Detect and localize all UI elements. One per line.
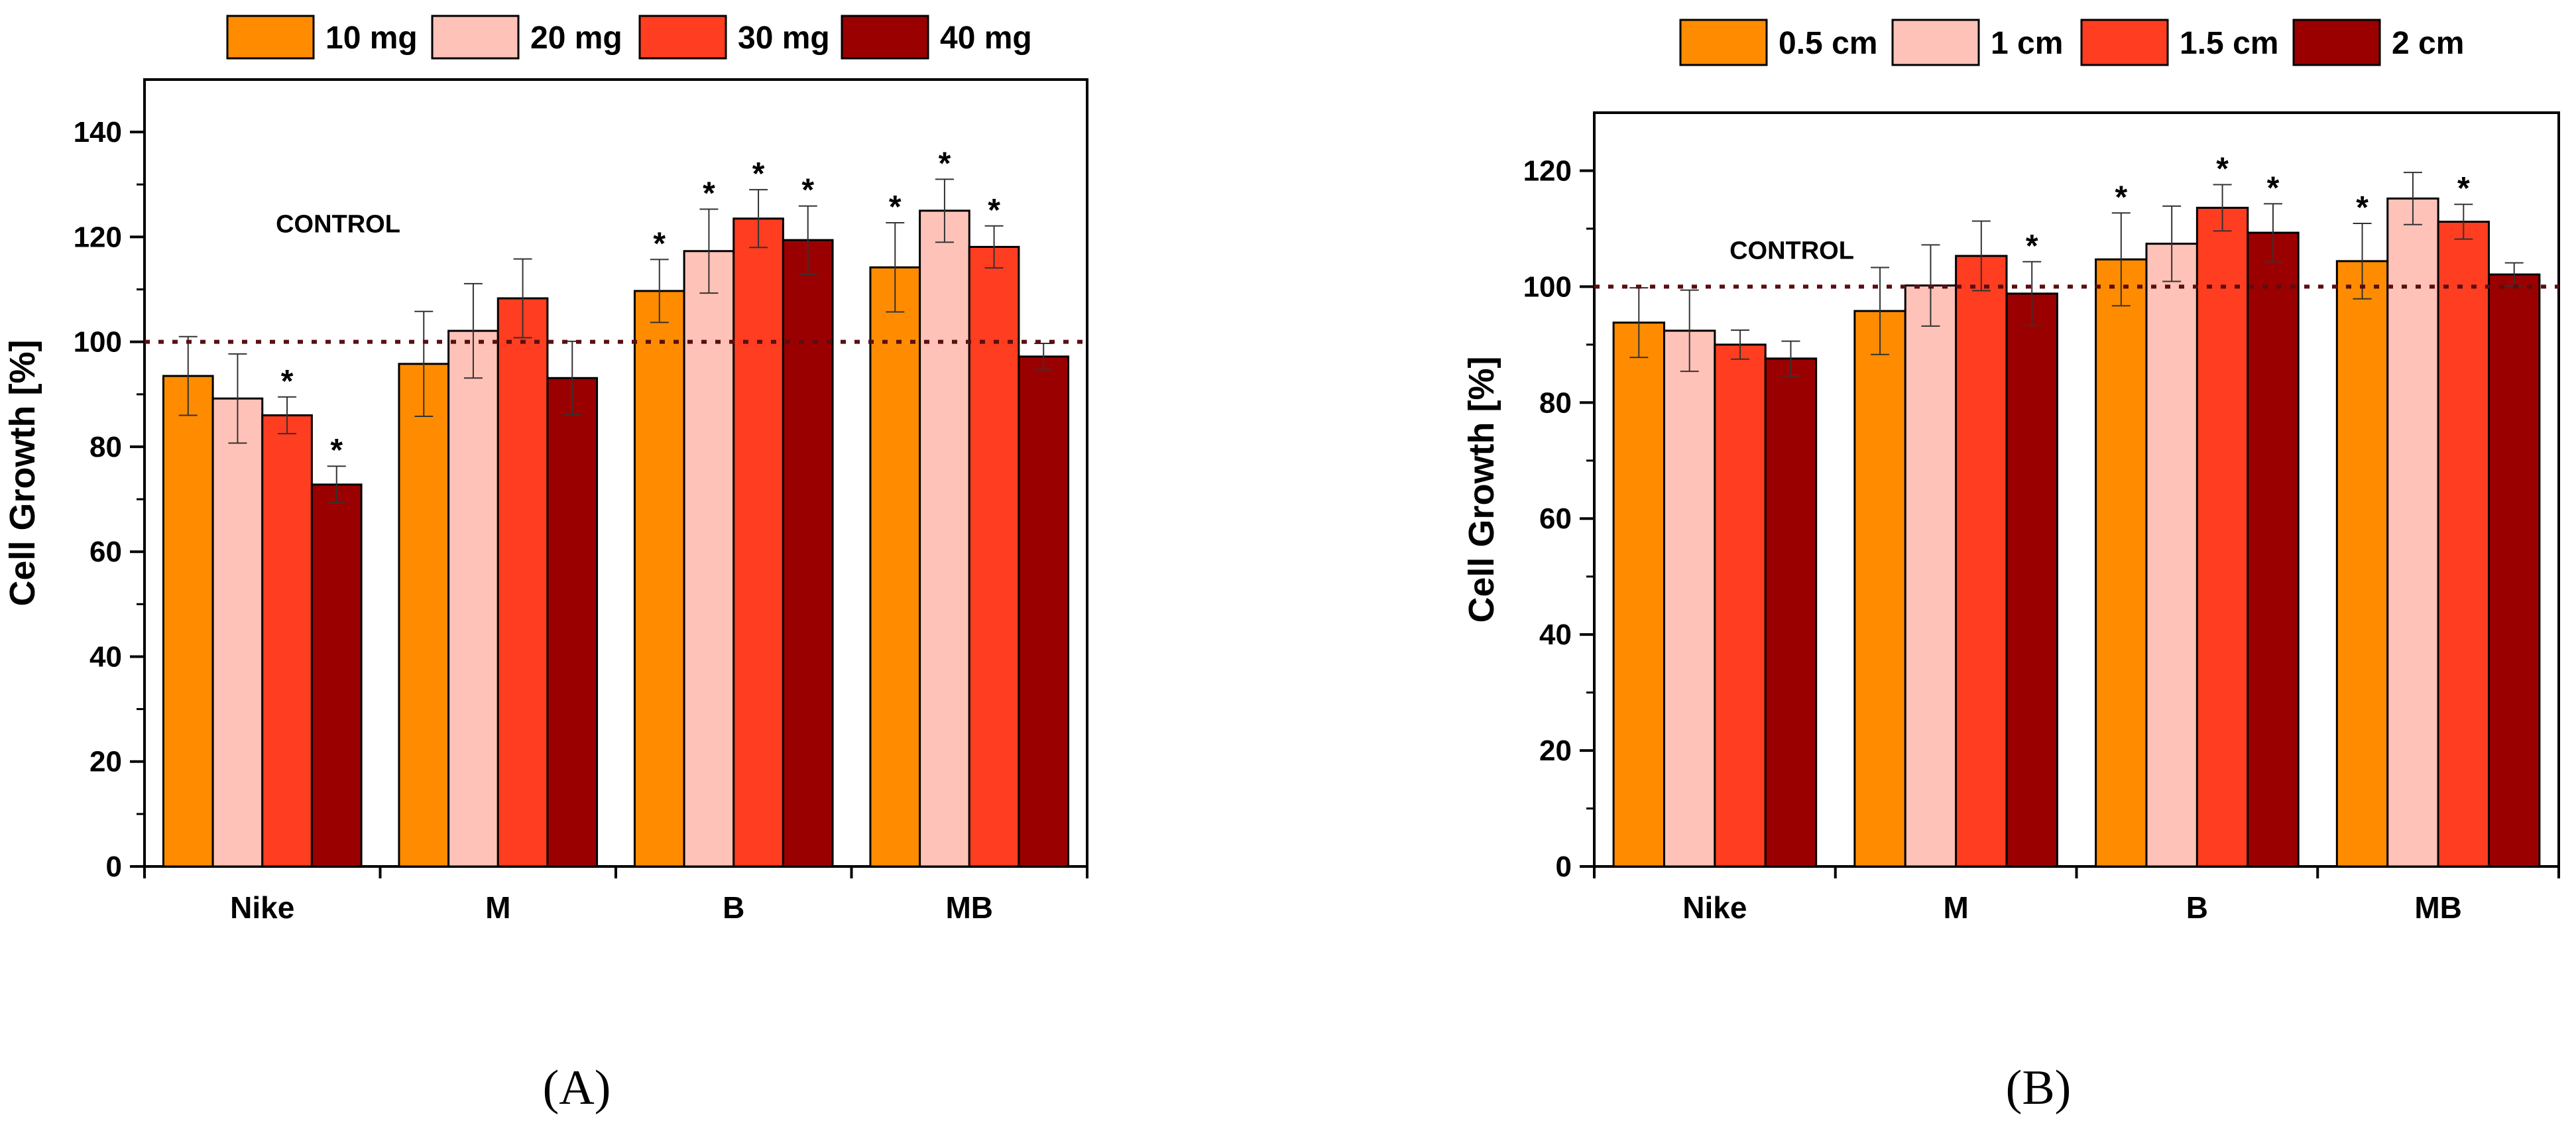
significance-marker: *	[330, 433, 343, 468]
legend-label: 10 mg	[325, 21, 418, 56]
control-label: CONTROL	[1729, 237, 1854, 265]
significance-marker: *	[2457, 171, 2470, 206]
significance-marker: *	[988, 193, 1000, 228]
bar	[546, 377, 599, 868]
bar	[2095, 258, 2148, 868]
significance-marker: *	[703, 176, 715, 211]
significance-marker: *	[801, 173, 814, 208]
significance-marker: *	[752, 156, 765, 192]
y-tick-label: 0	[106, 851, 122, 883]
bar	[2488, 273, 2541, 868]
legend-label: 1.5 cm	[2180, 26, 2278, 61]
x-tick-label: B	[2186, 890, 2208, 925]
bar	[497, 297, 549, 868]
x-tick-label: M	[1943, 890, 1968, 925]
bar	[211, 397, 264, 868]
bar	[2386, 197, 2439, 868]
bar	[1663, 329, 1716, 868]
y-tick-label: 20	[89, 746, 122, 778]
bar	[919, 209, 970, 868]
bar	[2195, 206, 2249, 868]
bar	[1853, 310, 1906, 868]
x-tick-label: M	[485, 890, 510, 925]
x-tick-label: Nike	[1682, 890, 1747, 925]
bar	[447, 329, 499, 868]
bar	[398, 363, 450, 868]
y-tick-label: 60	[89, 536, 122, 568]
significance-marker: *	[2026, 229, 2038, 264]
y-axis-label: Cell Growth [%]	[3, 340, 42, 607]
legend-label: 1 cm	[1991, 26, 2063, 61]
legend-label: 20 mg	[530, 21, 622, 56]
bar	[732, 217, 784, 868]
y-tick-label: 0	[1556, 851, 1572, 883]
legend-swatch	[431, 15, 520, 60]
bar	[2335, 260, 2389, 868]
significance-marker: *	[2356, 190, 2369, 225]
panel-label: (A)	[543, 1061, 611, 1115]
legend-label: 2 cm	[2392, 26, 2464, 61]
y-tick-label: 80	[89, 431, 122, 463]
y-tick-label: 80	[1539, 386, 1572, 419]
bar	[782, 239, 834, 868]
legend-swatch	[2292, 19, 2381, 66]
bar	[633, 290, 685, 868]
y-tick-label: 40	[89, 640, 122, 673]
control-label: CONTROL	[276, 211, 400, 239]
x-tick-label: MB	[2414, 890, 2462, 925]
legend-swatch	[841, 15, 929, 60]
bar	[2005, 292, 2058, 868]
x-tick-label: Nike	[230, 890, 294, 925]
significance-marker: *	[2115, 180, 2127, 215]
bar	[683, 250, 735, 868]
y-tick-label: 140	[74, 116, 122, 148]
y-tick-label: 60	[1539, 503, 1572, 535]
bar	[310, 483, 363, 868]
bar	[2437, 220, 2490, 868]
legend-swatch	[638, 15, 727, 60]
bar	[261, 414, 313, 868]
legend-swatch	[1679, 19, 1768, 66]
bar	[1018, 355, 1070, 868]
bar	[1904, 284, 1958, 868]
bar	[1612, 322, 1665, 868]
significance-marker: *	[2216, 151, 2229, 186]
bar	[1714, 343, 1767, 868]
y-tick-label: 40	[1539, 619, 1572, 651]
legend-swatch	[226, 15, 315, 60]
y-tick-label: 120	[74, 221, 122, 253]
legend-swatch	[1891, 19, 1980, 66]
legend-label: 30 mg	[738, 21, 830, 56]
significance-marker: *	[939, 146, 951, 181]
significance-marker: *	[889, 190, 902, 225]
significance-marker: *	[2267, 170, 2280, 206]
bar	[869, 266, 921, 868]
significance-marker: *	[653, 226, 666, 261]
x-tick-label: MB	[945, 890, 993, 925]
bar	[1764, 357, 1818, 868]
legend-label: 40 mg	[940, 21, 1032, 56]
x-tick-label: B	[723, 890, 744, 925]
bar	[162, 375, 214, 868]
legend-swatch	[2080, 19, 2169, 66]
y-tick-label: 20	[1539, 735, 1572, 767]
y-tick-label: 100	[1523, 270, 1572, 303]
bar	[968, 245, 1020, 868]
panel-a: 0 20 40 60 80 100 120 140 Cell Growth [%] * * Nike M…	[3, 15, 1088, 1115]
y-tick-label: 120	[1523, 154, 1572, 187]
panel-b: 0 20 40 60 80 100 120 Cell Growth [%] Nike * M * * * B…	[1462, 19, 2560, 1115]
y-axis-label: Cell Growth [%]	[1462, 357, 1501, 623]
legend-label: 0.5 cm	[1779, 26, 1877, 61]
panel-label: (B)	[2006, 1061, 2072, 1115]
significance-marker: *	[281, 364, 294, 399]
bar	[2145, 243, 2198, 868]
y-tick-label: 100	[74, 326, 122, 359]
bar	[1955, 255, 2008, 868]
bar	[2247, 231, 2300, 868]
